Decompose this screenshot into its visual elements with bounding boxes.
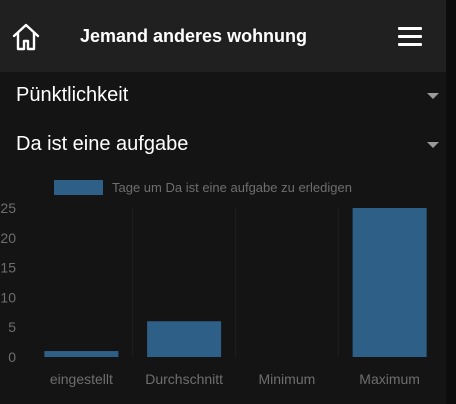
x-tick-label: Minimum <box>258 371 315 387</box>
scrollbar[interactable] <box>446 0 456 404</box>
legend-label: Tage um Da ist eine aufgabe zu erledigen <box>112 180 352 195</box>
caret-down-icon <box>427 93 439 99</box>
y-tick-label: 10 <box>0 289 16 305</box>
bar[interactable] <box>44 351 119 357</box>
caret-down-icon <box>427 142 439 148</box>
y-tick-label: 5 <box>8 319 16 335</box>
x-tick-label: eingestellt <box>50 371 113 387</box>
y-tick-label: 25 <box>0 200 16 216</box>
legend-swatch[interactable] <box>54 180 103 195</box>
dropdown-label: Da ist eine aufgabe <box>16 133 189 155</box>
bar[interactable] <box>147 321 222 357</box>
dropdown-punktlichkeit[interactable]: Pünktlichkeit <box>0 72 446 120</box>
hamburger-menu-icon[interactable] <box>398 27 423 47</box>
x-tick-label: Durchschnitt <box>145 371 223 387</box>
bar-chart: Tage um Da ist eine aufgabe zu erledigen… <box>0 180 427 387</box>
dropdown-label: Pünktlichkeit <box>16 84 129 106</box>
x-tick-label: Maximum <box>359 371 420 387</box>
app-header: Jemand anderes wohnung <box>0 0 446 72</box>
y-tick-label: 20 <box>0 230 16 246</box>
page-title: Jemand anderes wohnung <box>80 26 308 46</box>
home-icon[interactable] <box>11 22 41 52</box>
y-tick-label: 15 <box>0 260 16 276</box>
dropdown-aufgabe[interactable]: Da ist eine aufgabe <box>0 121 446 169</box>
y-tick-label: 0 <box>8 349 16 365</box>
bar[interactable] <box>352 208 427 357</box>
